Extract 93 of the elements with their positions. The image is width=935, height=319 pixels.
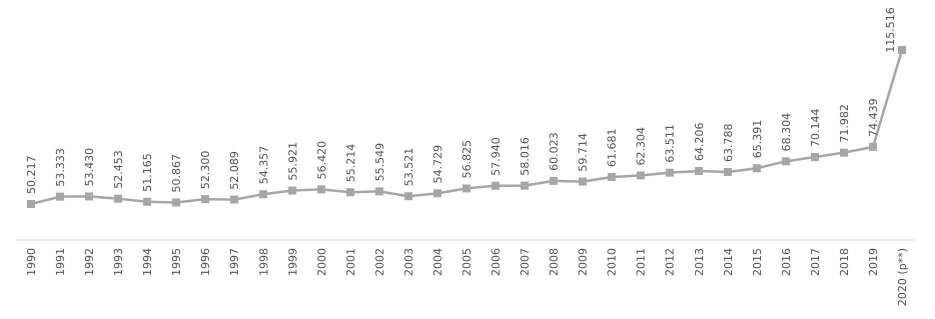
data-label: 52.453 xyxy=(112,150,126,189)
x-tick-label: 2010 xyxy=(606,248,619,276)
x-tick-label: 2012 xyxy=(664,248,677,276)
x-tick-label: 1990 xyxy=(25,248,38,276)
point xyxy=(346,188,354,196)
data-label: 62.304 xyxy=(634,126,648,166)
point xyxy=(114,194,122,203)
data-label: 53.521 xyxy=(402,148,416,186)
point xyxy=(27,200,35,208)
data-label: 53.430 xyxy=(83,148,96,186)
point xyxy=(433,189,442,198)
x-tick-label: 2000 xyxy=(315,248,328,276)
x-tick-label: 1998 xyxy=(257,248,270,276)
x-tick-label: 2015 xyxy=(750,248,764,276)
point xyxy=(578,178,587,186)
data-label: 55.921 xyxy=(286,142,300,181)
point xyxy=(608,172,616,181)
point xyxy=(143,198,152,206)
point xyxy=(868,142,877,151)
data-label: 63.788 xyxy=(722,123,735,162)
data-label: 55.214 xyxy=(344,144,358,182)
point xyxy=(666,168,674,177)
x-tick-label: 2008 xyxy=(548,248,561,276)
point xyxy=(550,176,558,185)
point xyxy=(259,190,268,198)
point xyxy=(85,192,94,200)
x-tick-label: 2020 (p**) xyxy=(896,248,909,306)
point xyxy=(288,186,296,195)
data-label: 61.681 xyxy=(606,128,619,167)
data-label: 115.516 xyxy=(884,7,897,53)
x-tick-label: 1996 xyxy=(199,248,212,276)
data-label: 54.729 xyxy=(431,144,444,184)
data-label: 64.206 xyxy=(692,122,706,162)
x-tick-label: 1994 xyxy=(141,248,154,276)
data-label: 56.420 xyxy=(315,140,328,180)
data-label: 52.300 xyxy=(199,150,212,190)
point xyxy=(898,46,906,54)
data-label: 50.217 xyxy=(25,156,38,194)
point xyxy=(317,185,326,194)
data-label: 60.023 xyxy=(548,132,561,171)
data-label: 63.511 xyxy=(664,124,677,163)
point xyxy=(462,184,470,192)
x-tick-label: 1999 xyxy=(286,248,300,276)
data-label: 55.549 xyxy=(373,142,386,182)
x-tick-label: 1993 xyxy=(112,248,126,276)
x-tick-label: 2016 xyxy=(780,248,793,276)
point xyxy=(230,196,238,204)
point xyxy=(752,164,761,172)
point xyxy=(810,153,819,162)
x-tick-label: 1991 xyxy=(54,248,68,276)
point xyxy=(404,192,412,200)
point xyxy=(172,198,180,206)
x-tick-label: 2011 xyxy=(634,248,648,276)
x-tick-label: 2003 xyxy=(402,248,416,276)
data-label: 56.825 xyxy=(460,140,474,178)
x-tick-label: 2001 xyxy=(344,248,358,276)
data-label: 71.982 xyxy=(838,104,851,143)
x-tick-label: 2014 xyxy=(722,248,735,276)
x-tick-label: 2009 xyxy=(576,248,590,276)
point xyxy=(782,157,790,166)
data-label: 70.144 xyxy=(808,108,822,148)
point xyxy=(636,171,645,180)
point xyxy=(840,148,848,157)
point xyxy=(201,195,210,204)
x-tick-label: 2018 xyxy=(838,248,851,276)
x-tick-label: 1995 xyxy=(170,248,184,276)
x-tick-label: 2006 xyxy=(490,248,503,276)
data-label: 54.357 xyxy=(257,146,270,184)
data-label: 50.867 xyxy=(170,154,184,192)
x-tick-label: 2017 xyxy=(808,248,822,276)
data-label: 57.940 xyxy=(490,137,503,176)
x-tick-label: 1992 xyxy=(83,248,96,276)
data-label: 52.089 xyxy=(228,151,242,190)
x-tick-label: 2004 xyxy=(431,248,444,276)
point xyxy=(520,182,529,190)
point xyxy=(492,182,500,190)
x-tick-label: 1997 xyxy=(228,248,242,276)
x-tick-label: 2013 xyxy=(692,248,706,276)
data-label: 51.165 xyxy=(141,153,154,192)
point xyxy=(724,168,732,176)
data-label: 59.714 xyxy=(576,133,590,172)
data-label: 58.016 xyxy=(518,137,532,176)
point xyxy=(694,167,703,176)
data-label: 74.439 xyxy=(866,98,880,137)
x-tick-label: 2019 xyxy=(866,248,880,276)
point xyxy=(56,192,64,201)
data-label: 53.333 xyxy=(54,148,68,187)
x-tick-label: 2007 xyxy=(518,248,532,276)
point xyxy=(375,187,384,196)
data-label: 65.391 xyxy=(750,120,764,158)
data-label: 68.304 xyxy=(780,112,793,152)
x-tick-label: 2005 xyxy=(460,248,474,276)
x-tick-label: 2002 xyxy=(373,248,386,276)
